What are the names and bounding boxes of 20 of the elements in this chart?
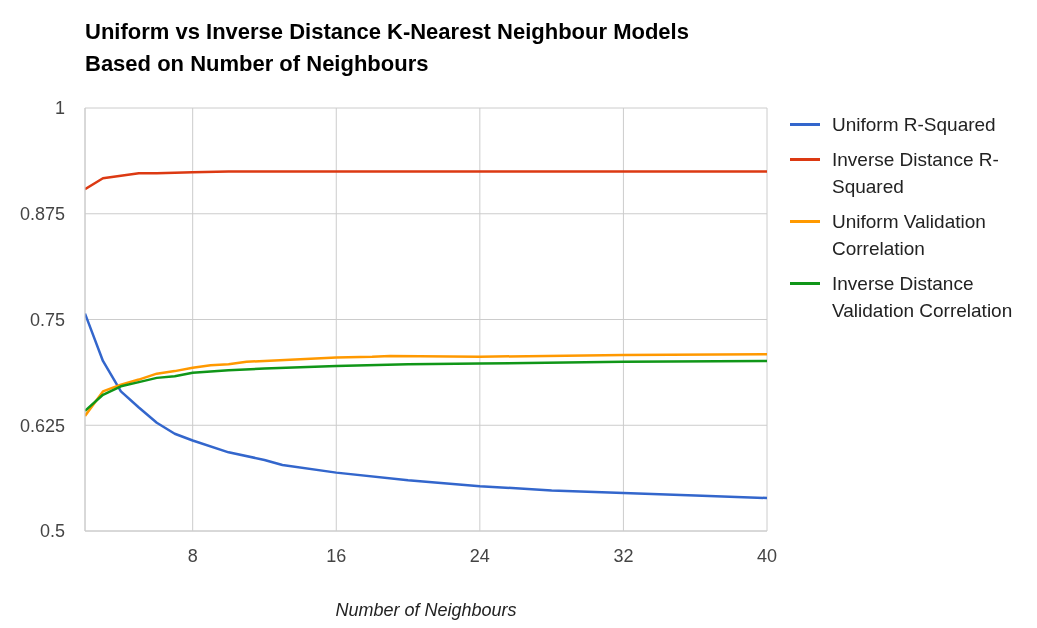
y-tick-label: 0.75: [29, 309, 65, 330]
line-series: [85, 170, 767, 191]
x-tick-label: 40: [756, 545, 778, 566]
y-tick-label: 1: [54, 98, 65, 119]
y-tick-label: 0.875: [19, 204, 65, 225]
x-tick-label: 24: [469, 545, 490, 566]
legend-label: Uniform R-Squared: [832, 113, 997, 137]
legend-label: Uniform Validation Correlation: [832, 210, 987, 261]
x-axis-title: Number of Neighbours: [335, 600, 517, 620]
line-series: [85, 359, 767, 413]
legend-label: Inverse Distance Validation Correlation: [832, 272, 1014, 323]
x-tick-label: 8: [187, 545, 198, 566]
x-tick-label: 32: [613, 545, 634, 566]
x-tick-label: 16: [326, 545, 347, 566]
line-series: [85, 352, 767, 418]
y-tick-label: 0.625: [19, 415, 65, 436]
line-series: [85, 312, 767, 500]
chart-title: Uniform vs Inverse Distance K-Nearest Neighbour Models Based on Number of Neighbours: [85, 18, 690, 78]
legend-label: Inverse Distance R-Squared: [832, 148, 1000, 199]
y-tick-label: 0.5: [39, 521, 65, 542]
